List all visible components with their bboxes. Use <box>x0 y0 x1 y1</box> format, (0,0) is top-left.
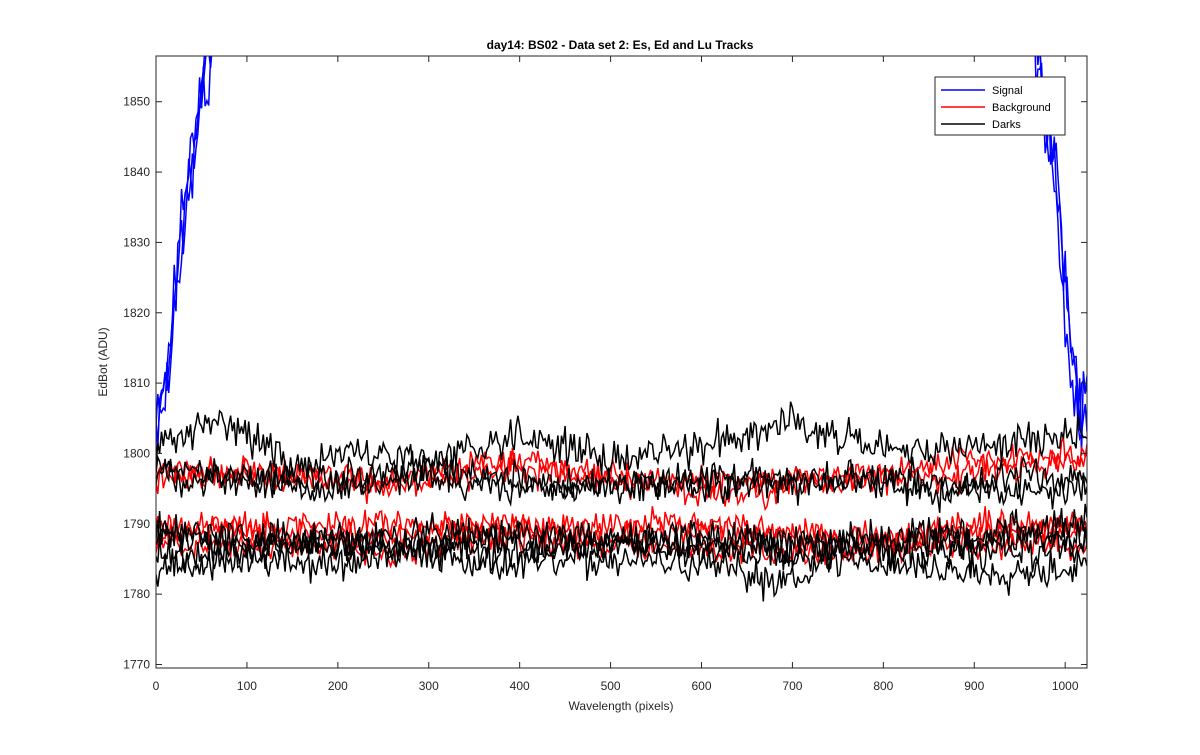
series-layer <box>156 56 1087 602</box>
y-axis-label: EdBot (ADU) <box>96 327 110 396</box>
legend-box <box>934 76 1066 136</box>
x-tick-label: 900 <box>964 679 984 693</box>
chart-title: day14: BS02 - Data set 2: Es, Ed and Lu … <box>487 38 754 52</box>
series-line-darks-10 <box>156 450 1087 513</box>
series-line-darks-15 <box>156 537 1087 602</box>
x-tick-label: 100 <box>237 679 257 693</box>
y-tick-label: 1830 <box>123 235 150 249</box>
legend-label-background: Background <box>992 102 1051 114</box>
y-tick-label: 1840 <box>123 165 150 179</box>
plot-box <box>155 55 1088 669</box>
series-line-darks-11 <box>156 456 1087 510</box>
x-tick-label: 500 <box>601 679 621 693</box>
y-tick-label: 1790 <box>123 517 150 531</box>
x-tick-label: 800 <box>873 679 893 693</box>
legend: Signal Background Darks <box>934 76 1066 136</box>
x-tick-label: 0 <box>153 679 160 693</box>
x-tick-label: 600 <box>691 679 711 693</box>
x-tick-label: 300 <box>419 679 439 693</box>
y-tick-label: 1780 <box>123 587 150 601</box>
y-tick-label: 1770 <box>123 657 150 671</box>
y-tick-label: 1850 <box>123 95 150 109</box>
y-tick-label: 1800 <box>123 446 150 460</box>
y-axis: 1770 1780 1790 1800 1810 1820 1830 1840 1850 <box>123 95 1087 671</box>
x-tick-label: 700 <box>782 679 802 693</box>
plot-area <box>156 56 1087 668</box>
series-line-darks-14 <box>156 526 1087 575</box>
legend-label-darks: Darks <box>992 119 1021 131</box>
y-tick-label: 1820 <box>123 306 150 320</box>
x-tick-label: 200 <box>328 679 348 693</box>
series-line-background-8 <box>156 506 1087 556</box>
y-tick-label: 1810 <box>123 376 150 390</box>
x-axis-label: Wavelength (pixels) <box>569 699 674 713</box>
legend-label-signal: Signal <box>992 85 1023 97</box>
x-axis: 0 100 200 300 400 500 600 700 800 900 1000 <box>153 56 1079 693</box>
x-tick-label: 400 <box>510 679 530 693</box>
x-tick-label: 1000 <box>1052 679 1079 693</box>
